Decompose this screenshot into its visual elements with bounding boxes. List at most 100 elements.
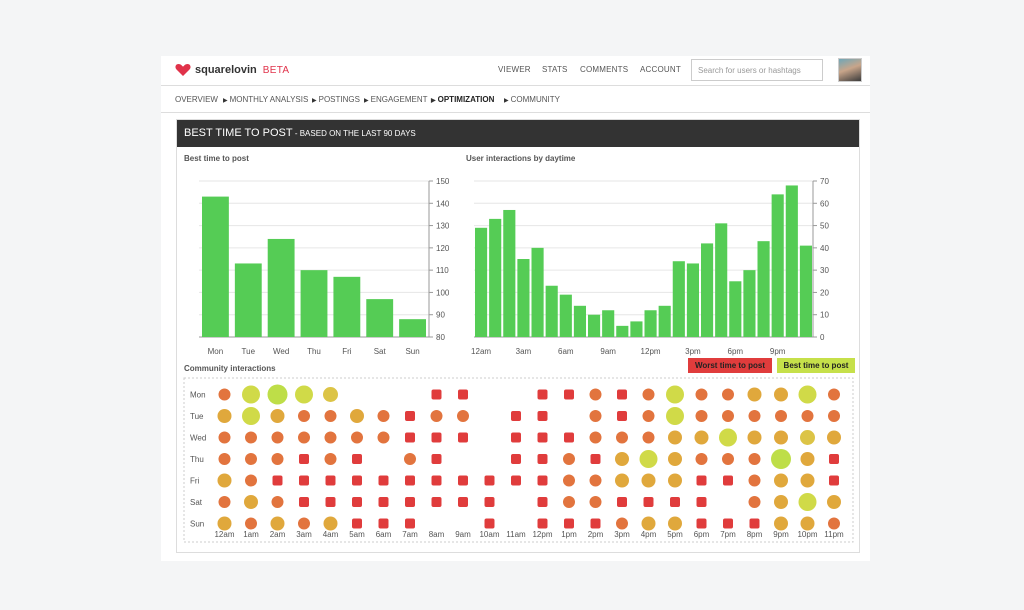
nav-viewer[interactable]: VIEWER — [498, 65, 531, 74]
heatmap-cell — [405, 497, 415, 507]
heatmap-frame — [183, 377, 854, 543]
column-label: 3pm — [614, 530, 630, 539]
subnav-optimization[interactable]: ▶ OPTIMIZATION — [431, 95, 495, 104]
row-label: Thu — [190, 455, 204, 464]
heatmap-cell — [589, 388, 602, 401]
heatmap-cell — [589, 410, 602, 422]
column-label: 5am — [349, 530, 365, 539]
heatmap-cell — [617, 497, 627, 507]
heatmap-cell — [295, 385, 313, 404]
column-label: 9am — [455, 530, 471, 539]
bar — [573, 305, 586, 337]
heatmap-cell — [325, 497, 336, 507]
column-label: 11pm — [824, 530, 844, 539]
heatmap-cell — [590, 518, 601, 529]
heatmap-cell — [431, 454, 442, 464]
bar — [399, 319, 426, 337]
heatmap-cell — [405, 411, 415, 421]
heatmap-cell — [694, 430, 709, 445]
best-time-chart: 80 90 100 110 120 130 140 150 Mon Tue Wed Thu Fri Sat… — [199, 177, 450, 356]
heatmap-cell — [458, 432, 468, 443]
bar — [715, 223, 728, 337]
interactions-chart-title: User interactions by daytime — [466, 154, 576, 163]
subnav-postings[interactable]: ▶ POSTINGS — [312, 95, 360, 104]
heatmap-cell — [299, 454, 309, 464]
bar — [545, 285, 558, 337]
heatmap-cell — [267, 384, 288, 405]
heatmap-cell — [722, 388, 734, 401]
heatmap-cell — [218, 388, 231, 401]
y-tick-label: 90 — [436, 311, 445, 320]
heatmap-cell — [774, 387, 788, 402]
column-label: 2am — [270, 530, 286, 539]
heatmap-cell — [800, 473, 815, 488]
heatmap-cell — [270, 516, 285, 531]
page: squarelovin BETA VIEWER STATS COMMENTS A… — [161, 56, 870, 561]
panel-title: BEST TIME TO POST — [184, 127, 293, 139]
heatmap-cell — [775, 410, 787, 422]
heatmap-cell — [242, 385, 260, 404]
heatmap-cell — [800, 452, 815, 466]
heatmap-cell — [324, 453, 337, 465]
x-tick-label: Sat — [374, 347, 387, 356]
bar — [743, 270, 756, 337]
heatmap-cell — [563, 496, 575, 508]
x-tick-label: 9pm — [770, 347, 786, 356]
heatmap-cell — [748, 410, 761, 422]
bar — [366, 299, 394, 337]
heatmap-cell — [719, 428, 737, 447]
heart-icon — [175, 64, 191, 76]
brand-logo[interactable]: squarelovin BETA — [175, 63, 289, 77]
heatmap-cell — [324, 410, 337, 422]
heatmap-cell — [590, 454, 601, 464]
x-tick-label: 9am — [600, 347, 616, 356]
heatmap-cell — [639, 450, 658, 468]
subnav-overview[interactable]: OVERVIEW — [175, 95, 218, 104]
bar — [588, 314, 601, 337]
bar — [503, 209, 516, 337]
bar — [644, 310, 657, 337]
x-tick-label: 12pm — [641, 347, 661, 356]
avatar[interactable] — [838, 58, 862, 82]
bar — [602, 310, 615, 337]
nav-comments[interactable]: COMMENTS — [580, 65, 629, 74]
column-label: 7pm — [720, 530, 736, 539]
heatmap-cell — [378, 475, 389, 486]
heatmap-cell — [537, 518, 548, 529]
panel-subtitle: - BASED ON THE LAST 90 DAYS — [292, 129, 416, 138]
heatmap-cell — [325, 475, 336, 486]
bar — [531, 247, 544, 337]
heatmap-cell — [270, 409, 285, 423]
heatmap-cell — [217, 409, 232, 423]
column-label: 1am — [243, 530, 259, 539]
heatmap-cell — [798, 493, 817, 511]
heatmap-cell — [722, 410, 734, 422]
heatmap-cell — [537, 497, 548, 507]
subnav-engagement[interactable]: ▶ ENGAGEMENT — [364, 95, 428, 104]
nav-account[interactable]: ACCOUNT — [640, 65, 681, 74]
nav-stats[interactable]: STATS — [542, 65, 568, 74]
heatmap-cell — [271, 431, 284, 444]
heatmap-cell — [378, 518, 389, 529]
best-time-chart-title: Best time to post — [184, 154, 249, 163]
heatmap-cell — [696, 475, 707, 486]
bar — [729, 281, 742, 337]
heatmap-cell — [616, 517, 628, 530]
heatmap-cell — [748, 453, 761, 465]
heatmap-cell — [245, 431, 257, 444]
search-input[interactable]: Search for users or hashtags — [691, 59, 823, 81]
column-label: 12pm — [532, 530, 552, 539]
heatmap-cell — [323, 387, 338, 402]
heatmap-cell — [801, 410, 814, 422]
heatmap-cell — [242, 407, 260, 425]
bar — [616, 325, 629, 337]
subnav-monthly-analysis[interactable]: ▶ MONTHLY ANALYSIS — [223, 95, 309, 104]
heatmap-cell — [617, 389, 627, 400]
heatmap-cell — [828, 388, 840, 401]
heatmap-cell — [458, 475, 468, 486]
subnav-community[interactable]: ▶ COMMUNITY — [504, 95, 560, 104]
heatmap-cell — [299, 497, 309, 507]
bar — [686, 263, 699, 337]
heatmap-cell — [589, 496, 602, 508]
heatmap-cell — [245, 517, 257, 530]
